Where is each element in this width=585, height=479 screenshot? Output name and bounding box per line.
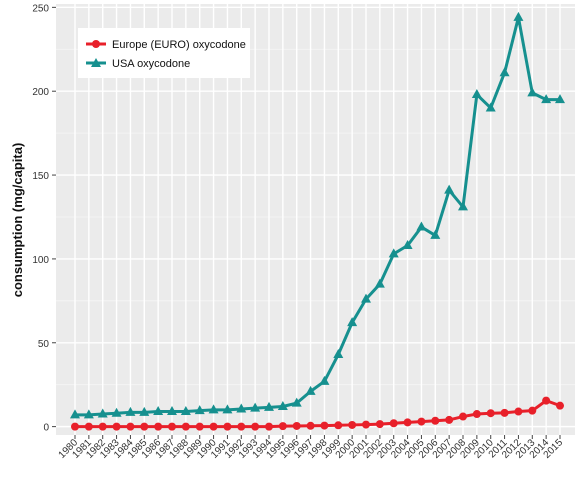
y-tick-label: 250 xyxy=(32,3,49,14)
data-point-usa xyxy=(471,89,482,99)
data-point-europe xyxy=(403,418,412,427)
legend-marker-europe xyxy=(92,40,100,48)
data-point-usa xyxy=(402,239,413,249)
data-point-usa xyxy=(485,102,496,112)
data-point-europe xyxy=(528,406,537,415)
data-point-usa xyxy=(305,385,316,395)
data-point-europe xyxy=(431,416,440,425)
data-point-usa xyxy=(125,406,136,416)
data-point-europe xyxy=(472,410,481,419)
data-point-usa xyxy=(194,405,205,415)
data-point-usa xyxy=(222,404,233,414)
data-point-usa xyxy=(555,94,565,104)
data-point-europe xyxy=(84,422,93,431)
data-point-europe xyxy=(223,422,232,431)
data-point-europe xyxy=(237,422,246,431)
data-point-europe xyxy=(154,422,163,431)
y-tick-label: 50 xyxy=(38,339,50,350)
series-layer xyxy=(70,11,565,431)
data-point-usa xyxy=(139,406,150,416)
y-axis: 0 50 100 150 200 250 xyxy=(32,3,56,434)
data-point-europe xyxy=(292,421,301,430)
data-point-usa xyxy=(264,401,274,411)
data-point-usa xyxy=(319,375,330,385)
data-point-europe xyxy=(542,396,551,405)
data-point-usa xyxy=(513,11,524,21)
legend-label-usa: USA oxycodone xyxy=(112,58,190,70)
data-point-europe xyxy=(514,407,523,416)
data-point-usa xyxy=(236,403,247,413)
data-point-usa xyxy=(430,229,441,239)
data-point-europe xyxy=(168,422,176,431)
data-point-europe xyxy=(486,409,495,418)
data-point-europe xyxy=(112,422,121,431)
data-point-usa xyxy=(208,404,219,414)
data-point-usa xyxy=(277,400,288,410)
data-point-usa xyxy=(541,94,552,104)
legend-marker-usa xyxy=(91,58,101,67)
data-point-europe xyxy=(306,421,315,430)
data-point-europe xyxy=(348,420,357,429)
data-point-usa xyxy=(167,406,177,416)
y-tick-label: 150 xyxy=(32,171,49,182)
data-point-usa xyxy=(527,87,538,97)
x-axis: 1980198119821983198419851986198719881989… xyxy=(57,435,565,461)
data-point-europe xyxy=(445,415,454,424)
data-point-usa xyxy=(153,406,164,416)
data-point-usa xyxy=(291,397,302,407)
data-point-usa xyxy=(416,221,427,231)
data-point-europe xyxy=(417,417,426,426)
legend: Europe (EURO) oxycodone USA oxycodone xyxy=(78,28,250,78)
data-point-usa xyxy=(97,408,108,418)
data-point-usa xyxy=(361,293,371,303)
data-point-europe xyxy=(265,422,273,431)
y-tick-label: 0 xyxy=(43,423,49,434)
data-point-usa xyxy=(347,317,358,327)
data-point-europe xyxy=(375,420,384,429)
data-point-europe xyxy=(98,422,107,431)
data-point-europe xyxy=(71,422,79,431)
data-point-usa xyxy=(374,278,385,288)
legend-box xyxy=(78,28,250,78)
data-point-europe xyxy=(362,420,370,429)
grid-lines xyxy=(56,4,575,435)
y-tick-label: 200 xyxy=(32,87,49,98)
y-axis-title: consumption (mg/capita) xyxy=(10,143,25,298)
data-point-usa xyxy=(444,184,455,194)
data-point-europe xyxy=(126,422,135,431)
data-point-europe xyxy=(209,422,218,431)
data-point-usa xyxy=(333,349,344,359)
data-point-europe xyxy=(278,422,287,431)
data-point-europe xyxy=(140,422,149,431)
data-point-usa xyxy=(111,407,122,417)
y-tick-label: 100 xyxy=(32,255,49,266)
data-point-europe xyxy=(195,422,204,431)
data-point-europe xyxy=(389,419,398,428)
data-point-usa xyxy=(180,406,191,416)
data-point-usa xyxy=(458,201,468,211)
data-point-europe xyxy=(556,401,564,410)
data-point-europe xyxy=(459,412,467,421)
legend-label-europe: Europe (EURO) oxycodone xyxy=(112,39,246,51)
data-point-usa xyxy=(499,67,510,77)
data-point-europe xyxy=(320,421,329,430)
data-point-europe xyxy=(500,408,509,417)
data-point-usa xyxy=(70,409,80,419)
data-point-usa xyxy=(250,402,261,412)
data-point-europe xyxy=(251,422,260,431)
data-point-usa xyxy=(83,409,94,419)
data-point-europe xyxy=(181,422,190,431)
data-point-usa xyxy=(388,248,399,258)
data-point-europe xyxy=(334,421,343,430)
